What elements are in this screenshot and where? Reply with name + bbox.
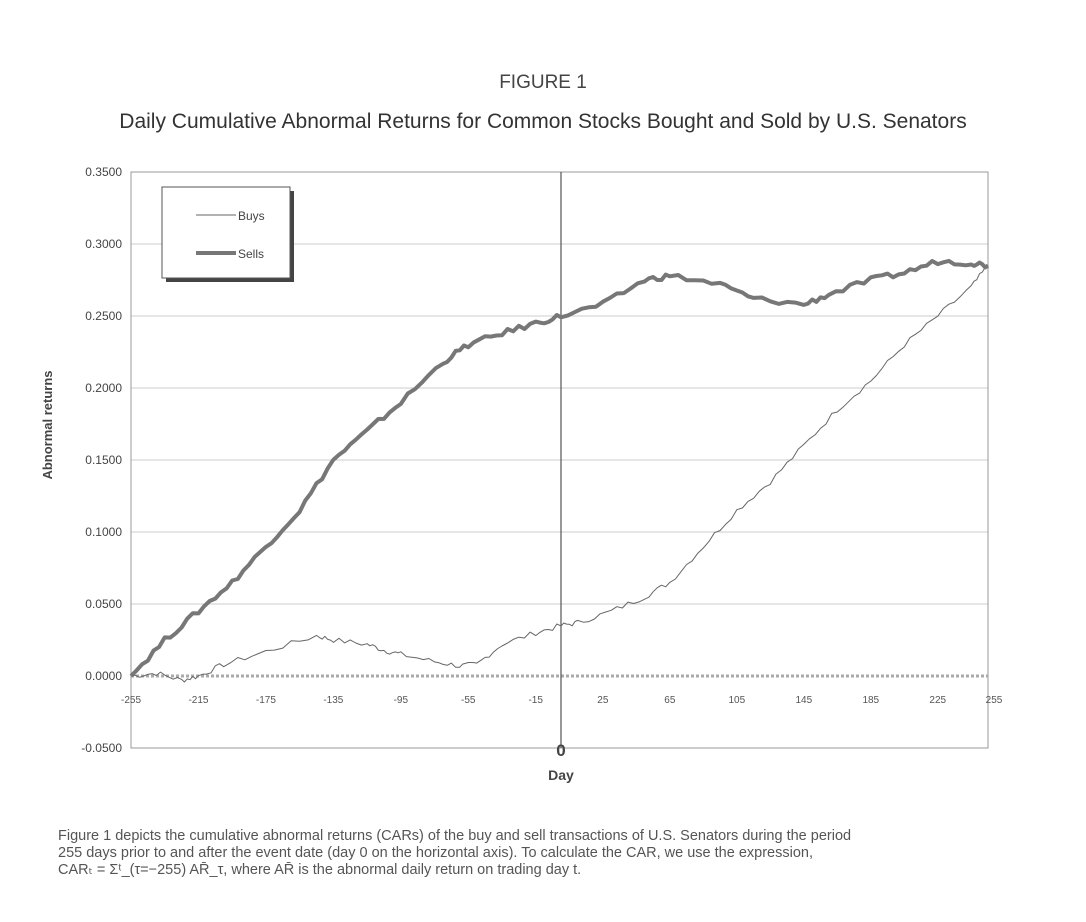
x-axis-label: Day xyxy=(548,767,574,783)
x-tick-label: 105 xyxy=(728,695,745,706)
y-tick-label: 0.1000 xyxy=(85,525,122,539)
y-tick-label: 0.0500 xyxy=(85,597,122,611)
series-line-buys xyxy=(130,265,989,683)
x-tick-label: -55 xyxy=(461,695,476,706)
x-tick-label: 65 xyxy=(664,695,676,706)
legend-box xyxy=(161,186,291,279)
chart: 0.3500 0.3000 0.2500 0.2000 0.1500 0.1000 0.05… xyxy=(40,165,1003,783)
plot-border xyxy=(130,171,989,749)
x-tick-label: 255 xyxy=(986,695,1003,706)
x-tick-label: -15 xyxy=(528,695,543,706)
x-tick-label: 185 xyxy=(862,695,879,706)
legend-label-buys: Buys xyxy=(238,209,265,223)
caption-line: Figure 1 depicts the cumulative abnormal… xyxy=(58,828,852,844)
y-tick-label: 0.3000 xyxy=(85,237,122,251)
caption-line: 255 days prior to and after the event da… xyxy=(58,845,813,861)
y-tick-label: 0.2000 xyxy=(85,381,122,395)
x-tick-label: 145 xyxy=(795,695,812,706)
event-day-label: 0 xyxy=(556,741,565,760)
figure-label: FIGURE 1 xyxy=(499,72,587,93)
x-tick-label: -215 xyxy=(188,695,208,706)
x-tick-label: -135 xyxy=(323,695,343,706)
caption-line: CARₜ = Σᵗ_(τ=−255) AR̄_τ, where AR̄ is t… xyxy=(58,862,582,878)
x-tick-label: -175 xyxy=(256,695,276,706)
y-tick-label: 0.2500 xyxy=(85,309,122,323)
x-tick-label: 225 xyxy=(929,695,946,706)
x-tick-label: -255 xyxy=(121,695,141,706)
y-tick-label: 0.3500 xyxy=(85,165,122,179)
y-tick-label: 0.0000 xyxy=(85,669,122,683)
y-tick-label: 0.1500 xyxy=(85,453,122,467)
y-axis-label: Abnormal returns xyxy=(40,370,55,479)
chart-title: Daily Cumulative Abnormal Returns for Co… xyxy=(119,110,967,133)
x-tick-label: 25 xyxy=(597,695,609,706)
figure-caption: Figure 1 depicts the cumulative abnormal… xyxy=(58,828,1058,879)
series-line-sells xyxy=(129,258,990,678)
x-tick-label: -95 xyxy=(394,695,409,706)
y-tick-label: -0.0500 xyxy=(81,741,122,755)
legend-label-sells: Sells xyxy=(238,247,264,261)
